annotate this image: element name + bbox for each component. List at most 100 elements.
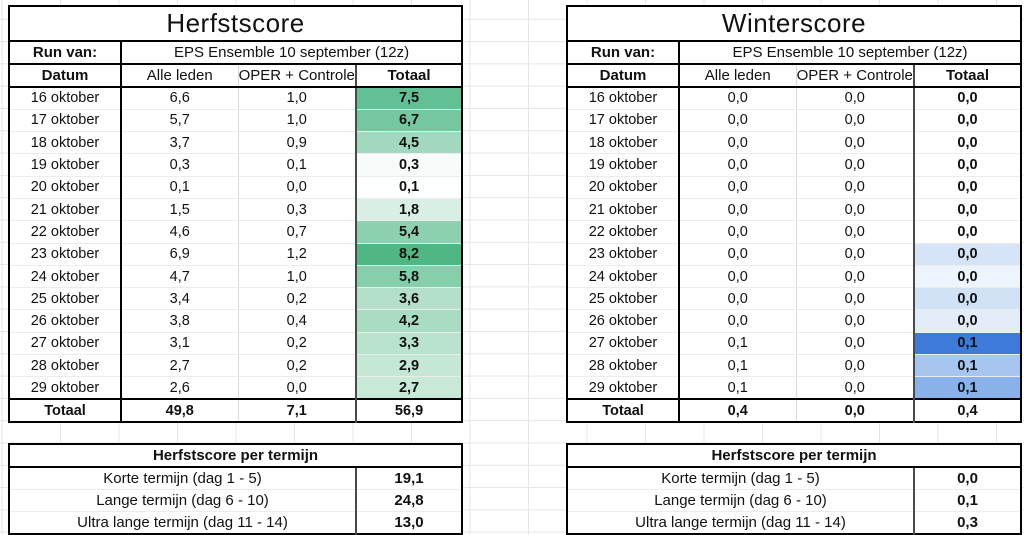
alle-leden-cell[interactable]: 0,0 (679, 176, 797, 199)
totaal-cell[interactable]: 2,7 (356, 376, 463, 400)
total-alle-leden-cell[interactable]: 49,8 (121, 398, 239, 423)
alle-leden-cell[interactable]: 0,3 (121, 153, 239, 177)
summary-title[interactable]: Herfstscore per termijn (567, 444, 1021, 468)
date-cell[interactable]: 19 oktober (567, 153, 680, 177)
totaal-cell[interactable]: 8,2 (356, 243, 463, 266)
oper-controle-cell[interactable]: 1,0 (238, 109, 357, 133)
alle-leden-cell[interactable]: 0,0 (679, 198, 797, 222)
date-cell[interactable]: 24 oktober (9, 265, 122, 289)
totaal-cell[interactable]: 5,4 (356, 220, 463, 244)
totaal-cell[interactable]: 0,0 (914, 153, 1022, 177)
oper-controle-cell[interactable]: 0,0 (796, 332, 915, 356)
alle-leden-cell[interactable]: 3,4 (121, 287, 239, 311)
alle-leden-cell[interactable]: 3,8 (121, 309, 239, 333)
term-value-cell[interactable]: 0,0 (914, 467, 1021, 490)
table-title[interactable]: Winterscore (567, 6, 1022, 42)
term-label-cell[interactable]: Lange termijn (dag 6 - 10) (9, 489, 357, 513)
alle-leden-cell[interactable]: 0,0 (679, 309, 797, 333)
oper-controle-cell[interactable]: 0,2 (238, 287, 357, 311)
total-oper-controle-cell[interactable]: 7,1 (238, 398, 357, 423)
date-cell[interactable]: 29 oktober (9, 376, 122, 400)
totaal-cell[interactable]: 0,1 (356, 176, 463, 199)
date-cell[interactable]: 20 oktober (9, 176, 122, 199)
term-label-cell[interactable]: Korte termijn (dag 1 - 5) (567, 467, 915, 490)
date-cell[interactable]: 25 oktober (9, 287, 122, 311)
totaal-cell[interactable]: 3,3 (356, 332, 463, 356)
date-cell[interactable]: 16 oktober (9, 87, 122, 110)
oper-controle-cell[interactable]: 0,0 (796, 220, 915, 244)
oper-controle-cell[interactable]: 0,0 (796, 354, 915, 378)
oper-controle-cell[interactable]: 0,0 (796, 198, 915, 222)
date-cell[interactable]: 29 oktober (567, 376, 680, 400)
alle-leden-cell[interactable]: 1,5 (121, 198, 239, 222)
oper-controle-cell[interactable]: 1,0 (238, 265, 357, 289)
totaal-cell[interactable]: 0,1 (914, 376, 1022, 400)
column-header-totaal[interactable]: Totaal (914, 64, 1022, 88)
column-header-datum[interactable]: Datum (9, 64, 122, 88)
alle-leden-cell[interactable]: 0,0 (679, 87, 797, 110)
totaal-cell[interactable]: 4,5 (356, 131, 463, 155)
alle-leden-cell[interactable]: 6,9 (121, 243, 239, 266)
oper-controle-cell[interactable]: 0,4 (238, 309, 357, 333)
oper-controle-cell[interactable]: 0,0 (796, 176, 915, 199)
column-header-oper-controle[interactable]: OPER + Controle (238, 64, 357, 88)
alle-leden-cell[interactable]: 0,0 (679, 265, 797, 289)
alle-leden-cell[interactable]: 3,7 (121, 131, 239, 155)
oper-controle-cell[interactable]: 0,0 (796, 287, 915, 311)
oper-controle-cell[interactable]: 0,0 (796, 309, 915, 333)
totaal-cell[interactable]: 0,0 (914, 176, 1022, 199)
total-totaal-cell[interactable]: 56,9 (356, 398, 463, 423)
date-cell[interactable]: 26 oktober (567, 309, 680, 333)
alle-leden-cell[interactable]: 5,7 (121, 109, 239, 133)
run-value-cell[interactable]: EPS Ensemble 10 september (12z) (121, 41, 463, 65)
term-value-cell[interactable]: 0,1 (914, 489, 1021, 513)
alle-leden-cell[interactable]: 0,0 (679, 131, 797, 155)
alle-leden-cell[interactable]: 2,7 (121, 354, 239, 378)
alle-leden-cell[interactable]: 0,0 (679, 220, 797, 244)
date-cell[interactable]: 26 oktober (9, 309, 122, 333)
date-cell[interactable]: 28 oktober (567, 354, 680, 378)
totaal-cell[interactable]: 0,1 (914, 354, 1022, 378)
date-cell[interactable]: 22 oktober (567, 220, 680, 244)
date-cell[interactable]: 17 oktober (9, 109, 122, 133)
totaal-cell[interactable]: 0,0 (914, 287, 1022, 311)
term-value-cell[interactable]: 19,1 (356, 467, 462, 490)
oper-controle-cell[interactable]: 0,7 (238, 220, 357, 244)
totaal-cell[interactable]: 0,0 (914, 309, 1022, 333)
column-header-datum[interactable]: Datum (567, 64, 680, 88)
date-cell[interactable]: 27 oktober (9, 332, 122, 356)
totaal-cell[interactable]: 6,7 (356, 109, 463, 133)
table-title[interactable]: Herfstscore (9, 6, 463, 42)
term-label-cell[interactable]: Ultra lange termijn (dag 11 - 14) (9, 511, 357, 535)
oper-controle-cell[interactable]: 0,0 (796, 243, 915, 266)
date-cell[interactable]: 28 oktober (9, 354, 122, 378)
totaal-cell[interactable]: 7,5 (356, 87, 463, 110)
alle-leden-cell[interactable]: 4,7 (121, 265, 239, 289)
run-label-cell[interactable]: Run van: (9, 41, 122, 65)
totaal-cell[interactable]: 1,8 (356, 198, 463, 222)
totaal-cell[interactable]: 0,0 (914, 87, 1022, 110)
alle-leden-cell[interactable]: 0,0 (679, 109, 797, 133)
alle-leden-cell[interactable]: 6,6 (121, 87, 239, 110)
total-oper-controle-cell[interactable]: 0,0 (796, 398, 915, 423)
oper-controle-cell[interactable]: 1,0 (238, 87, 357, 110)
alle-leden-cell[interactable]: 0,1 (121, 176, 239, 199)
column-header-alle-leden[interactable]: Alle leden (121, 64, 239, 88)
alle-leden-cell[interactable]: 2,6 (121, 376, 239, 400)
totaal-cell[interactable]: 0,0 (914, 220, 1022, 244)
date-cell[interactable]: 19 oktober (9, 153, 122, 177)
run-value-cell[interactable]: EPS Ensemble 10 september (12z) (679, 41, 1022, 65)
date-cell[interactable]: 18 oktober (9, 131, 122, 155)
oper-controle-cell[interactable]: 0,0 (238, 176, 357, 199)
totaal-cell[interactable]: 0,3 (356, 153, 463, 177)
oper-controle-cell[interactable]: 0,3 (238, 198, 357, 222)
date-cell[interactable]: 25 oktober (567, 287, 680, 311)
term-label-cell[interactable]: Ultra lange termijn (dag 11 - 14) (567, 511, 915, 535)
term-value-cell[interactable]: 24,8 (356, 489, 462, 513)
totaal-cell[interactable]: 0,1 (914, 332, 1022, 356)
totaal-cell[interactable]: 3,6 (356, 287, 463, 311)
total-alle-leden-cell[interactable]: 0,4 (679, 398, 797, 423)
totaal-cell[interactable]: 5,8 (356, 265, 463, 289)
totaal-cell[interactable]: 0,0 (914, 265, 1022, 289)
date-cell[interactable]: 23 oktober (567, 243, 680, 266)
